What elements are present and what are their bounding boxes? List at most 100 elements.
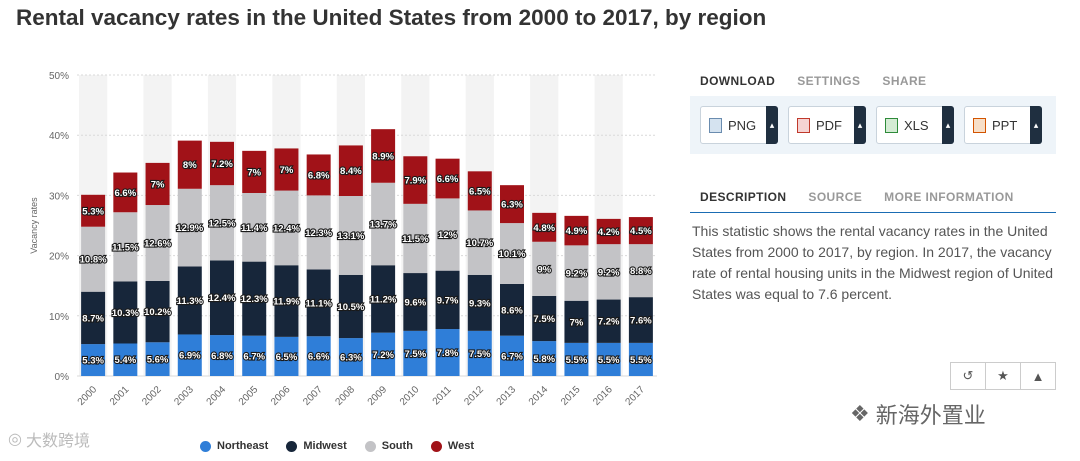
tab-source[interactable]: SOURCE (808, 190, 863, 204)
bar-midwest[interactable] (306, 269, 331, 337)
tab-download[interactable]: DOWNLOAD (700, 74, 776, 88)
bar-south[interactable] (81, 226, 106, 292)
bar-midwest[interactable] (435, 270, 460, 330)
bar-midwest[interactable] (467, 274, 492, 331)
download-xls-button[interactable]: XLS ▴ (876, 106, 954, 144)
bar-south[interactable] (177, 188, 202, 267)
bar-south[interactable] (564, 245, 589, 301)
bar-midwest[interactable] (210, 260, 234, 336)
bar-west[interactable] (81, 194, 106, 227)
bar-west[interactable] (145, 162, 170, 206)
bar-midwest[interactable] (242, 261, 267, 336)
bar-midwest[interactable] (113, 281, 138, 344)
bar-south[interactable] (242, 192, 267, 262)
y-tick-label: 50% (49, 71, 69, 82)
bar-south[interactable] (500, 223, 524, 284)
bar-midwest[interactable] (145, 280, 170, 343)
bar-west[interactable] (564, 215, 589, 246)
bar-northeast[interactable] (306, 336, 331, 376)
download-pdf-button[interactable]: PDF ▴ (788, 106, 866, 144)
bar-west[interactable] (274, 148, 299, 191)
data-label: 12.3% (305, 228, 332, 239)
bar-south[interactable] (467, 210, 492, 275)
bar-midwest[interactable] (177, 266, 202, 335)
bar-northeast[interactable] (532, 341, 557, 376)
ppt-dropdown-icon[interactable]: ▴ (1030, 106, 1042, 144)
bar-northeast[interactable] (81, 344, 106, 376)
bar-midwest[interactable] (81, 291, 106, 345)
bar-west[interactable] (371, 129, 396, 183)
bar-south[interactable] (371, 182, 396, 266)
bar-south[interactable] (596, 244, 621, 300)
bar-northeast[interactable] (500, 335, 524, 376)
bar-west[interactable] (177, 140, 202, 189)
bar-west[interactable] (242, 150, 267, 193)
bar-midwest[interactable] (564, 300, 589, 343)
bar-west[interactable] (435, 158, 460, 199)
bar-midwest[interactable] (338, 274, 363, 339)
tab-share[interactable]: SHARE (882, 74, 927, 88)
bar-northeast[interactable] (403, 330, 428, 376)
bar-northeast[interactable] (274, 336, 299, 376)
bar-west[interactable] (338, 145, 363, 197)
tab-more-information[interactable]: MORE INFORMATION (884, 190, 1014, 204)
bar-northeast[interactable] (371, 332, 396, 376)
bar-south[interactable] (435, 198, 460, 271)
bar-south[interactable] (145, 205, 170, 281)
bar-west[interactable] (500, 185, 524, 224)
bar-midwest[interactable] (371, 265, 396, 333)
bar-northeast[interactable] (177, 334, 202, 376)
bar-south[interactable] (210, 185, 234, 261)
bar-south[interactable] (113, 212, 138, 282)
bar-midwest[interactable] (403, 273, 428, 331)
bar-midwest[interactable] (628, 297, 653, 343)
bar-south[interactable] (306, 195, 331, 270)
legend-item-west[interactable]: West (430, 440, 474, 452)
bar-west[interactable] (628, 217, 653, 245)
data-label: 9.3% (469, 298, 491, 309)
bar-midwest[interactable] (274, 265, 299, 337)
xls-dropdown-icon[interactable]: ▴ (942, 106, 954, 144)
pdf-dropdown-icon[interactable]: ▴ (854, 106, 866, 144)
undo-icon[interactable]: ↺ (950, 362, 986, 390)
bar-south[interactable] (274, 190, 299, 266)
tab-settings[interactable]: SETTINGS (797, 74, 861, 88)
bar-south[interactable] (338, 196, 363, 275)
download-panel: PNG ▴ PDF ▴ XLS ▴ PPT ▴ (690, 96, 1056, 154)
data-label: 12.4% (209, 293, 236, 304)
y-axis-label: Vacancy rates (29, 197, 39, 254)
watermark-right-text: 新海外置业 (875, 403, 986, 428)
tab-description[interactable]: DESCRIPTION (700, 190, 787, 204)
bar-northeast[interactable] (113, 343, 138, 376)
star-icon[interactable]: ★ (985, 362, 1021, 390)
bar-northeast[interactable] (467, 330, 492, 376)
bar-west[interactable] (113, 172, 138, 213)
bar-northeast[interactable] (338, 338, 363, 376)
download-png-button[interactable]: PNG ▴ (700, 106, 778, 144)
bar-west[interactable] (210, 141, 234, 186)
bar-west[interactable] (532, 212, 557, 242)
bar-northeast[interactable] (145, 342, 170, 376)
bar-northeast[interactable] (564, 342, 589, 376)
legend-item-northeast[interactable]: Northeast (200, 440, 268, 452)
bar-midwest[interactable] (532, 295, 557, 342)
download-ppt-button[interactable]: PPT ▴ (964, 106, 1042, 144)
legend-item-midwest[interactable]: Midwest (286, 440, 347, 452)
bar-west[interactable] (596, 218, 621, 245)
bell-icon[interactable]: ▲ (1020, 362, 1056, 390)
bar-west[interactable] (306, 154, 331, 196)
bar-northeast[interactable] (628, 342, 653, 376)
bar-midwest[interactable] (500, 283, 524, 336)
bar-northeast[interactable] (596, 342, 621, 376)
bar-south[interactable] (532, 241, 557, 296)
bar-northeast[interactable] (210, 335, 234, 376)
bar-midwest[interactable] (596, 299, 621, 343)
bar-south[interactable] (403, 203, 428, 274)
bar-northeast[interactable] (435, 329, 460, 376)
bar-west[interactable] (403, 156, 428, 204)
png-dropdown-icon[interactable]: ▴ (766, 106, 778, 144)
bar-northeast[interactable] (242, 335, 267, 376)
bar-west[interactable] (467, 171, 492, 211)
legend-item-south[interactable]: South (364, 440, 413, 452)
bar-south[interactable] (628, 244, 653, 298)
